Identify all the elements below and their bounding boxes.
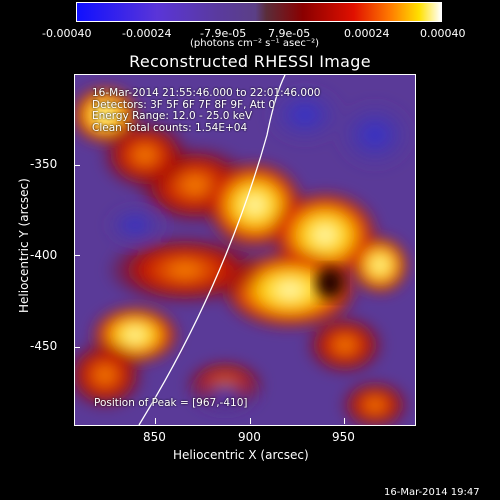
y-tick-mark — [74, 347, 80, 348]
x-axis-label: Heliocentric X (arcsec) — [173, 448, 309, 462]
y-tick-label: -450 — [30, 339, 58, 353]
x-tick-mark — [155, 418, 156, 424]
colorbar-tick-6: 0.00040 — [420, 27, 466, 40]
peak-position-label: Position of Peak = [967,-410] — [94, 397, 248, 409]
y-tick-label: -400 — [30, 248, 58, 262]
colorbar-tick-4: 7.9e-05 — [268, 27, 311, 40]
colorbar-tick-5: 0.00024 — [344, 27, 390, 40]
annotation-clean-counts: Clean Total counts: 1.54E+04 — [92, 121, 248, 134]
annotation-time-range: 16-Mar-2014 21:55:46.000 to 22:01:46.000 — [92, 87, 321, 99]
observation-annotations: 16-Mar-2014 21:55:46.000 to 22:01:46.000… — [92, 87, 321, 134]
colorbar-units: (photons cm⁻² s⁻¹ asec⁻²) — [190, 38, 320, 49]
y-tick-label: -350 — [30, 157, 58, 171]
x-tick-mark — [344, 418, 345, 424]
annotation-energy-range: Energy Range: 12.0 - 25.0 keV — [92, 110, 253, 123]
colorbar-tick-1: -0.00040 — [42, 27, 92, 40]
annotation-detectors: Detectors: 3F 5F 6F 7F 8F 9F, Att 0 — [92, 98, 276, 111]
dark-core — [316, 267, 344, 299]
y-axis-label: Heliocentric Y (arcsec) — [17, 178, 31, 313]
rhessi-image — [74, 74, 416, 426]
x-tick-label: 950 — [332, 430, 355, 444]
x-tick-label: 850 — [143, 430, 166, 444]
emission-blobs — [75, 85, 415, 425]
y-tick-mark — [74, 255, 80, 256]
x-tick-label: 900 — [238, 430, 261, 444]
footer-date: 16-Mar-2014 19:47 — [384, 487, 480, 498]
y-tick-mark — [74, 165, 80, 166]
rhessi-map — [75, 75, 415, 425]
colorbar — [76, 2, 442, 22]
colorbar-tick-2: -0.00024 — [122, 27, 172, 40]
colorbar-tick-3: -7.9e-05 — [200, 27, 247, 40]
x-tick-mark — [250, 418, 251, 424]
solar-limb-line — [138, 75, 286, 425]
plot-title: Reconstructed RHESSI Image — [129, 52, 371, 71]
